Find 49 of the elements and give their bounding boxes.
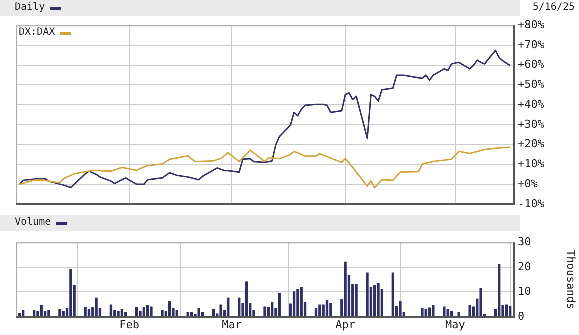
bar — [344, 262, 347, 317]
bar — [377, 283, 380, 317]
x-tick-label: Feb — [120, 318, 140, 332]
text: 5/16/25 — [532, 1, 575, 15]
bar — [392, 272, 394, 317]
y-tick-label: +80% — [518, 18, 545, 32]
x-tick-label: Apr — [336, 318, 356, 332]
bar — [117, 310, 120, 317]
bar — [296, 289, 300, 317]
y-tick-label: 0 — [518, 310, 525, 323]
x-tick-label: Mar — [222, 318, 242, 332]
bar — [58, 309, 62, 317]
bar — [480, 288, 482, 317]
bar — [161, 310, 164, 317]
bar — [326, 300, 329, 317]
y-tick-label: -10% — [518, 197, 545, 210]
y-tick-label: +40% — [518, 98, 545, 111]
bar — [374, 285, 376, 317]
y-tick-label: 30 — [518, 235, 532, 248]
y-tick-label: +60% — [518, 58, 545, 72]
y-tick-label: +20% — [518, 138, 545, 151]
bar — [366, 272, 369, 317]
y-tick-label: +10% — [518, 158, 545, 171]
legend-label: DX:DAX — [19, 26, 56, 40]
y-tick-label: +70% — [518, 38, 545, 52]
bar — [468, 306, 472, 317]
bar — [84, 307, 87, 317]
bar — [48, 310, 50, 317]
y-tick-label: 10 — [518, 285, 532, 298]
y-tick-label: 20 — [518, 260, 532, 274]
bar — [443, 306, 446, 317]
bar — [220, 304, 222, 317]
legend-label: Volume — [15, 216, 52, 230]
y-tick-label: +0% — [518, 177, 538, 190]
legend-label: Daily — [15, 1, 46, 15]
bar — [399, 302, 402, 317]
bar — [70, 269, 72, 317]
bar — [139, 310, 142, 317]
bar — [432, 306, 435, 317]
bar — [498, 264, 501, 317]
bar — [421, 308, 424, 317]
y-tick-label: +50% — [518, 78, 545, 92]
bar — [150, 306, 153, 317]
y-axis-title: Thousands — [564, 250, 578, 310]
bar — [95, 298, 98, 317]
bar — [355, 284, 358, 317]
y-tick-label: +30% — [518, 118, 545, 131]
bar — [318, 304, 322, 317]
x-tick-label: May — [445, 318, 466, 332]
